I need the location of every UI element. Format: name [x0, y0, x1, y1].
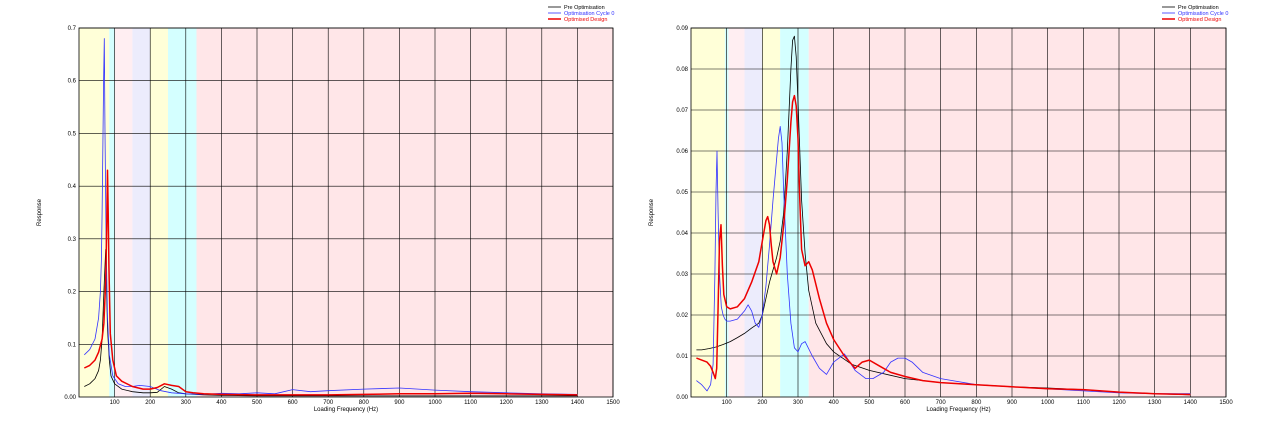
x-tick-label: 700 [323, 400, 334, 406]
x-tick-label: 400 [216, 400, 227, 406]
x-tick-label: 200 [145, 400, 156, 406]
frequency-band-3 [114, 28, 133, 397]
series-line-2 [696, 126, 1191, 395]
frequency-band-8 [808, 28, 1226, 397]
x-tick-label: 1500 [606, 400, 620, 406]
y-tick-label: 0.03 [676, 272, 688, 278]
chart-2: 0.00 0.01 0.02 0.03 0.04 0.05 0.06 0.07 0.08 0.09… [649, 5, 1233, 413]
y-axis-label: Response [37, 198, 43, 226]
frequency-band-3 [728, 28, 745, 397]
frequency-band-1 [79, 28, 110, 397]
x-tick-label: 1500 [1219, 400, 1233, 406]
frequency-band-7 [185, 28, 197, 397]
legend-entry: Optimised Design [1178, 17, 1221, 23]
plot-frame [78, 27, 614, 398]
y-tick-label: 0.6 [68, 79, 77, 85]
x-tick-label: 600 [900, 400, 911, 406]
y-tick-label: 0.08 [676, 67, 688, 73]
y-tick-label: 0.5 [68, 131, 77, 137]
x-tick-label: 300 [181, 400, 192, 406]
chart-1: 0.00 0.1 0.2 0.3 0.4 0.5 0.6 0.7 100 200 300 400 500… [37, 5, 620, 413]
y-axis-label: Response [649, 198, 655, 226]
frequency-band-1 [691, 28, 725, 397]
x-tick-label: 1200 [1112, 400, 1126, 406]
series-line-3 [696, 94, 1191, 396]
x-tick-label: 200 [757, 400, 768, 406]
x-tick-label: 500 [252, 400, 263, 406]
series-line-1 [84, 248, 578, 397]
x-tick-label: 700 [936, 400, 947, 406]
x-tick-label: 500 [864, 400, 875, 406]
y-tick-label: 0.00 [676, 395, 688, 401]
legend-entry: Pre Optimisation [564, 5, 605, 11]
y-tick-label: 0.02 [676, 313, 688, 319]
legend-entry: Optimisation Cycle 0 [564, 11, 614, 17]
y-tick-label: 0.4 [68, 184, 77, 190]
y-tick-label: 0.06 [676, 149, 688, 155]
x-tick-label: 300 [793, 400, 804, 406]
frequency-band-4 [132, 28, 151, 397]
series-line-2 [84, 38, 578, 395]
x-tick-label: 400 [829, 400, 840, 406]
frequency-band-8 [196, 28, 614, 397]
frequency-band-5 [150, 28, 168, 397]
x-tick-label: 800 [359, 400, 370, 406]
frequency-band-6 [168, 28, 186, 397]
frequency-band-5 [762, 28, 781, 397]
x-tick-label: 1400 [571, 400, 585, 406]
y-tick-label: 0.07 [676, 108, 688, 114]
x-tick-label: 1100 [1077, 400, 1091, 406]
legend-entry: Optimised Design [564, 17, 607, 23]
x-axis-label: Loading Frequency (Hz) [926, 407, 990, 413]
y-tick-label: 0.3 [68, 237, 77, 243]
x-tick-label: 1300 [535, 400, 549, 406]
x-tick-label: 1400 [1184, 400, 1198, 406]
x-tick-label: 1000 [428, 400, 442, 406]
y-tick-label: 0.01 [676, 354, 688, 360]
y-tick-label: 0.05 [676, 190, 688, 196]
legend-entry: Pre Optimisation [1178, 5, 1219, 11]
y-tick-label: 0.09 [676, 26, 688, 32]
plot-frame [690, 27, 1227, 398]
frequency-band-4 [744, 28, 763, 397]
frequency-band-2 [109, 28, 115, 397]
x-tick-label: 1200 [500, 400, 514, 406]
frequency-band-6 [780, 28, 798, 397]
y-tick-label: 0.00 [64, 395, 76, 401]
y-tick-label: 0.1 [68, 342, 77, 348]
x-tick-label: 100 [110, 400, 121, 406]
legend-entry: Optimisation Cycle 0 [1178, 11, 1228, 17]
y-tick-label: 0.04 [676, 231, 688, 237]
x-tick-label: 1000 [1041, 400, 1055, 406]
x-tick-label: 900 [1007, 400, 1018, 406]
y-tick-label: 0.2 [68, 290, 77, 296]
frequency-band-7 [798, 28, 809, 397]
x-tick-label: 600 [288, 400, 299, 406]
x-tick-label: 900 [394, 400, 405, 406]
x-tick-label: 100 [722, 400, 733, 406]
x-axis-label: Loading Frequency (Hz) [314, 407, 378, 413]
y-tick-label: 0.7 [68, 26, 77, 32]
series-line-3 [83, 169, 578, 396]
x-tick-label: 800 [971, 400, 982, 406]
x-tick-label: 1300 [1148, 400, 1162, 406]
x-tick-label: 1100 [464, 400, 478, 406]
